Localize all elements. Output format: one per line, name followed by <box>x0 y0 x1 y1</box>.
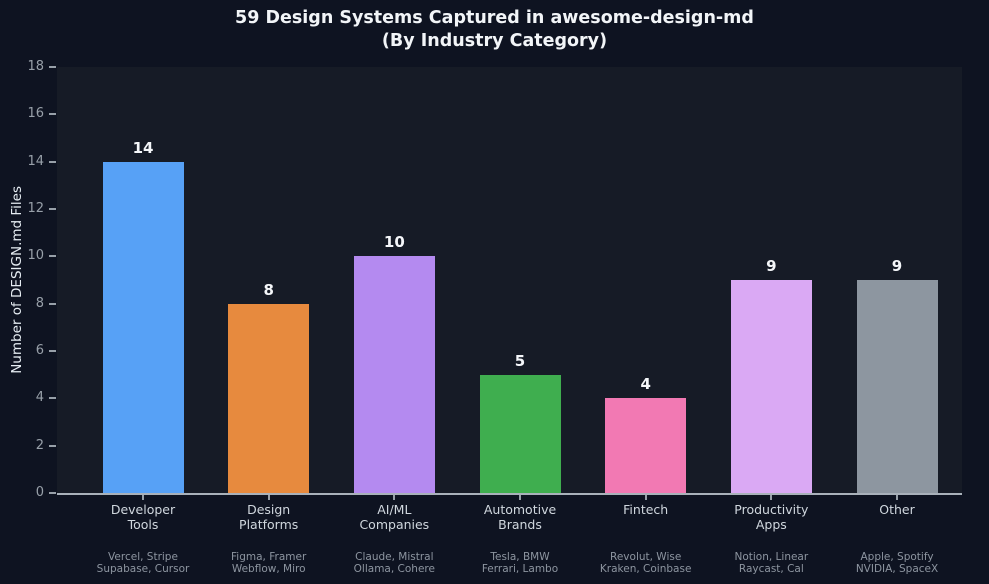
x-category-label: Other <box>879 502 915 517</box>
x-tick-mark <box>770 495 773 500</box>
y-tick-mark <box>49 208 56 210</box>
y-tick-label: 10 <box>27 248 44 264</box>
bar <box>102 161 184 493</box>
y-tick-label: 6 <box>35 343 44 358</box>
bar <box>605 398 687 493</box>
y-tick-mark <box>49 302 56 305</box>
bar-sublabel: Apple, Spotify NVIDIA, SpaceX <box>855 551 939 576</box>
y-tick-mark <box>49 113 56 116</box>
bar-value-label: 5 <box>514 351 526 370</box>
x-category-label: Fintech <box>623 502 669 517</box>
y-tick-mark <box>49 350 56 352</box>
x-category-label: Productivity Apps <box>734 502 809 533</box>
y-tick-label: 0 <box>35 485 44 500</box>
y-tick-mark <box>49 397 56 400</box>
y-tick-label: 18 <box>27 59 44 74</box>
bar-value-label: 10 <box>383 233 405 252</box>
chart-title: 59 Design Systems Captured in awesome-de… <box>235 8 754 51</box>
x-tick-mark <box>267 495 270 500</box>
y-tick-label: 4 <box>35 390 44 406</box>
bar <box>856 280 938 493</box>
x-category-label: Automotive Brands <box>483 502 557 533</box>
bar-sublabel: Revolut, Wise Kraken, Coinbase <box>599 551 692 576</box>
x-tick-mark <box>519 495 521 500</box>
x-category-label: AI/ML Companies <box>359 502 430 533</box>
bar <box>479 374 561 493</box>
x-tick-mark <box>644 495 647 500</box>
bar-value-label: 9 <box>766 257 777 275</box>
y-tick-mark <box>49 160 56 163</box>
y-tick-mark <box>49 255 56 258</box>
bar <box>730 280 812 493</box>
y-tick-mark <box>49 66 56 68</box>
bar-value-label: 8 <box>263 280 274 299</box>
y-tick-label: 12 <box>27 201 44 216</box>
y-tick-mark <box>49 492 56 494</box>
bar <box>353 256 435 493</box>
y-tick-label: 14 <box>27 153 44 169</box>
x-category-label: Developer Tools <box>110 502 176 533</box>
bar-value-label: 14 <box>132 138 154 157</box>
x-tick-mark <box>393 495 396 500</box>
bar-sublabel: Claude, Mistral Ollama, Cohere <box>353 551 435 576</box>
bar <box>228 303 310 493</box>
bar-sublabel: Vercel, Stripe Supabase, Cursor <box>96 551 190 576</box>
bar-value-label: 4 <box>640 375 651 394</box>
y-tick-label: 2 <box>35 437 44 453</box>
bar-sublabel: Tesla, BMW Ferrari, Lambo <box>481 551 559 576</box>
y-tick-label: 16 <box>27 106 44 122</box>
y-tick-mark <box>49 444 56 447</box>
y-tick-label: 8 <box>35 295 44 311</box>
bar-sublabel: Figma, Framer Webflow, Miro <box>231 551 307 576</box>
bar-sublabel: Notion, Linear Raycast, Cal <box>734 551 809 576</box>
bar-value-label: 9 <box>891 257 903 275</box>
x-category-label: Design Platforms <box>239 502 299 533</box>
x-tick-mark <box>142 495 144 500</box>
x-tick-mark <box>896 495 899 500</box>
